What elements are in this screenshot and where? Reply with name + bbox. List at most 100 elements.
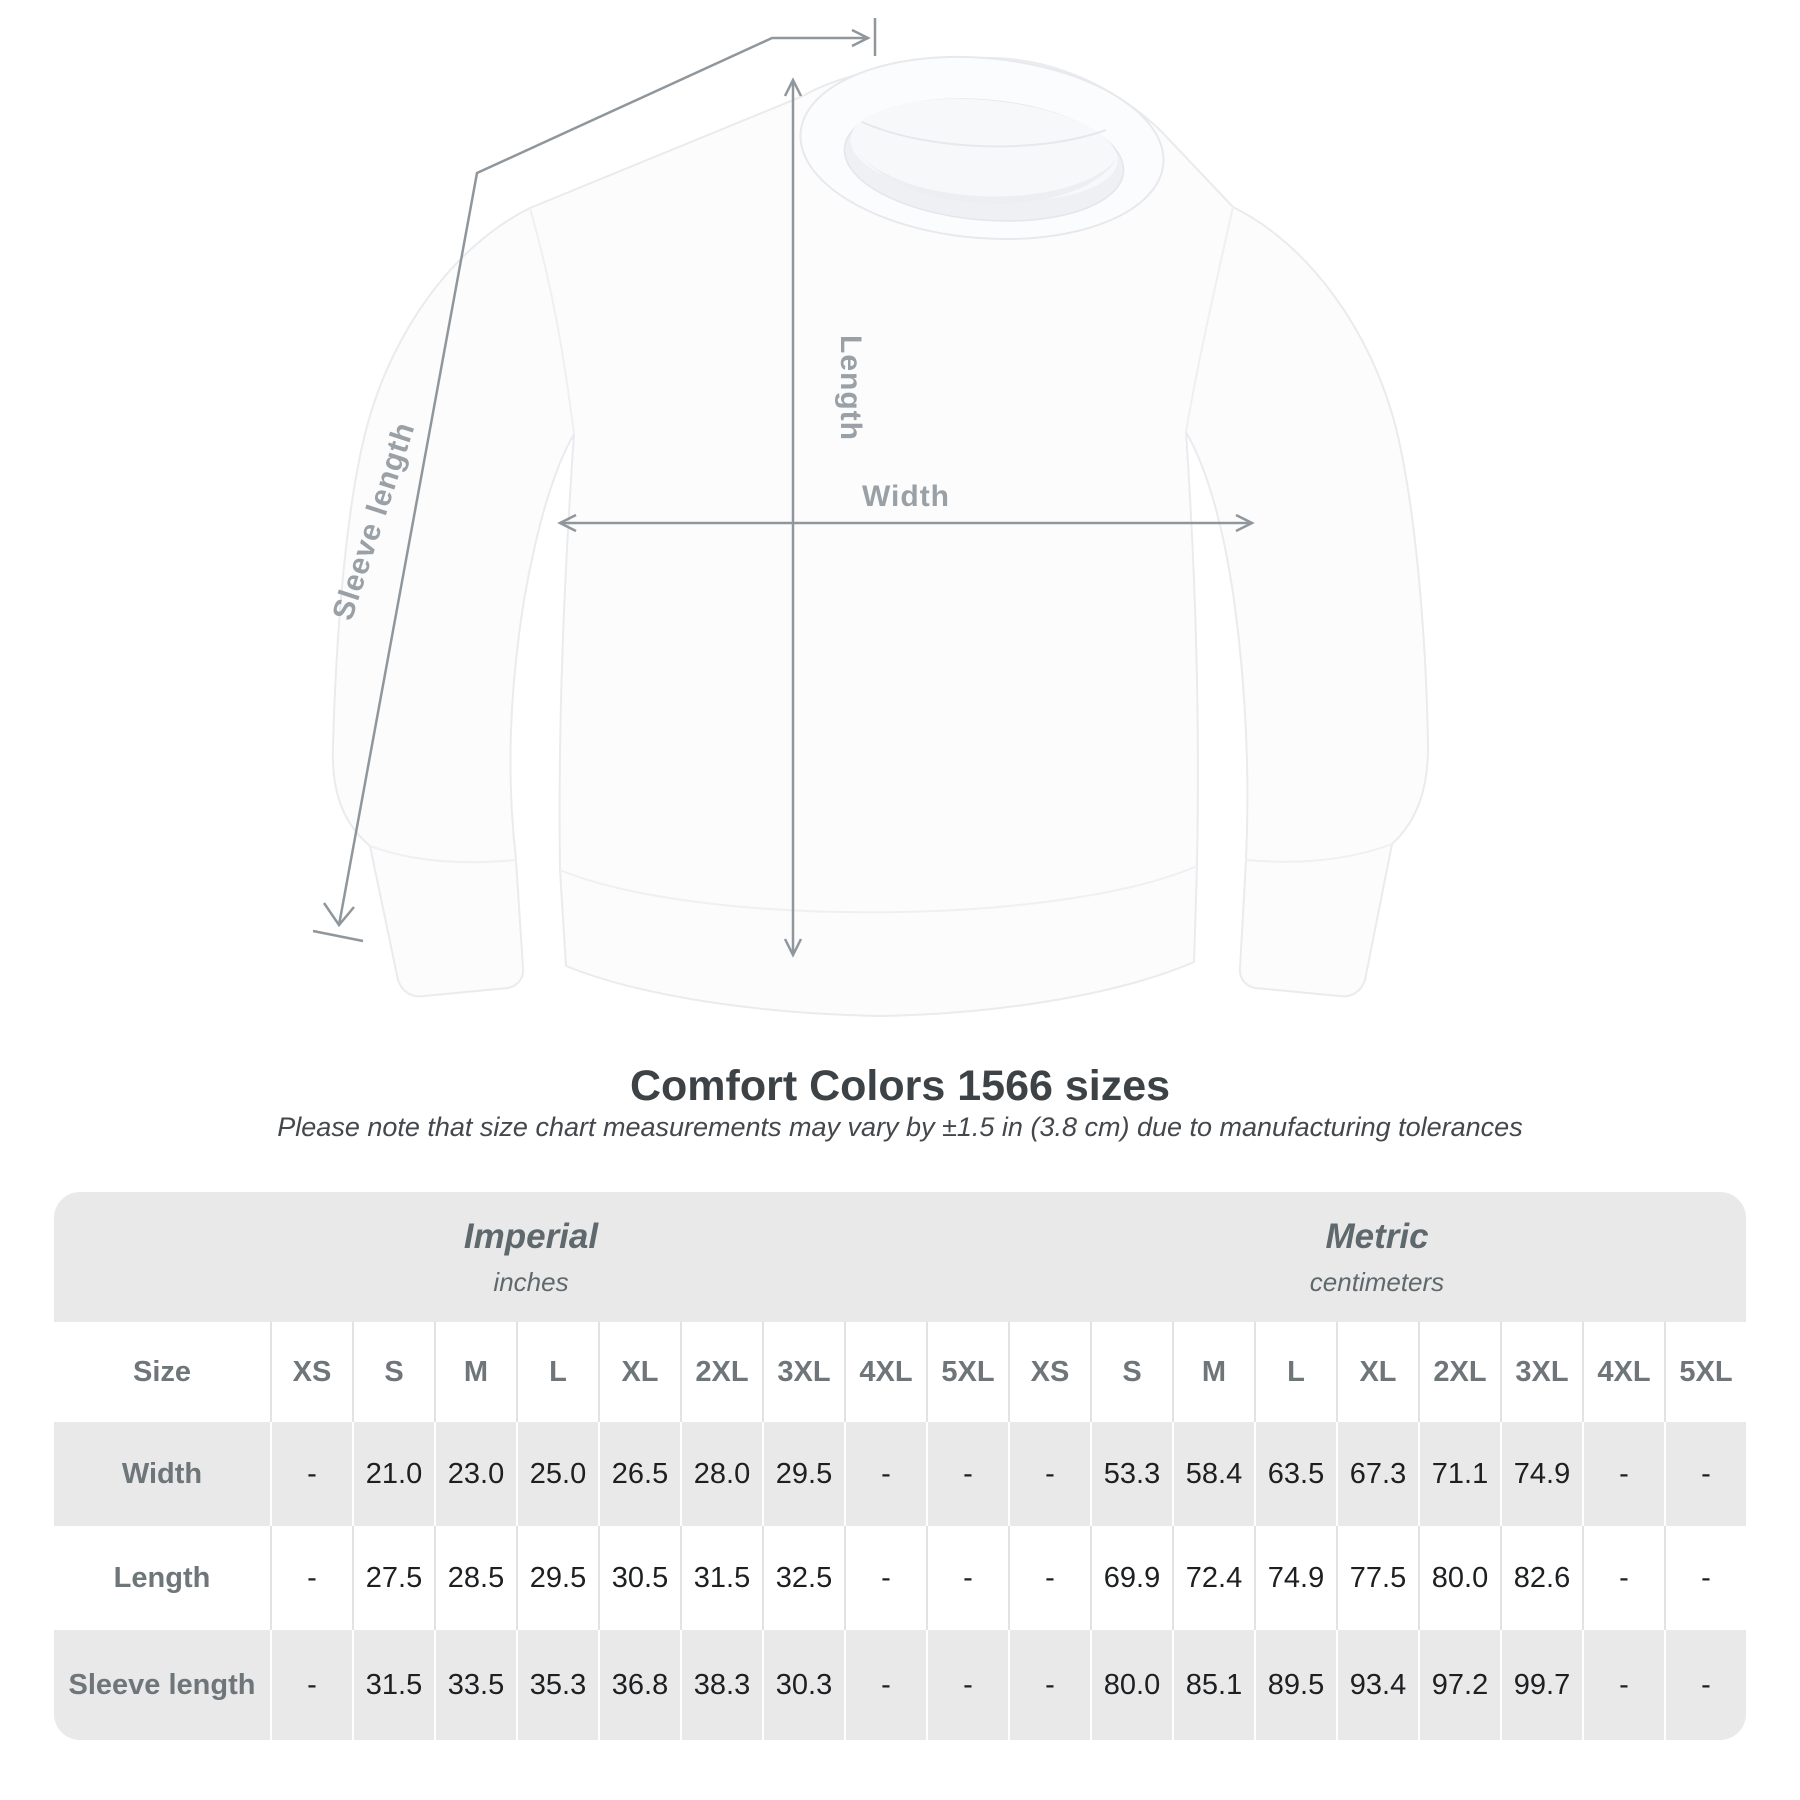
value-cell: -: [1582, 1422, 1664, 1526]
value-cell: -: [926, 1526, 1008, 1630]
value-cell: 32.5: [762, 1526, 844, 1630]
value-cell: 33.5: [434, 1630, 516, 1740]
size-header-metric: XS: [1008, 1322, 1090, 1422]
size-header-imperial: 2XL: [680, 1322, 762, 1422]
value-cell: 23.0: [434, 1422, 516, 1526]
left-cuff-seam: [369, 845, 517, 864]
value-cell: 29.5: [516, 1526, 598, 1630]
value-cell: -: [844, 1422, 926, 1526]
collar-inner-back: [850, 98, 1118, 202]
value-cell: -: [844, 1526, 926, 1630]
size-header-metric: L: [1254, 1322, 1336, 1422]
value-cell: 21.0: [352, 1422, 434, 1526]
value-cell: 72.4: [1172, 1526, 1254, 1630]
size-header-metric: 4XL: [1582, 1322, 1664, 1422]
row-label: Width: [54, 1422, 270, 1526]
value-cell: 82.6: [1500, 1526, 1582, 1630]
imperial-group-header: Imperial inches: [54, 1192, 1008, 1322]
size-header-imperial: 5XL: [926, 1322, 1008, 1422]
value-cell: -: [1008, 1422, 1090, 1526]
size-header-metric: 5XL: [1664, 1322, 1746, 1422]
value-cell: 77.5: [1336, 1526, 1418, 1630]
value-cell: 36.8: [598, 1630, 680, 1740]
value-cell: 29.5: [762, 1422, 844, 1526]
sleeve-measure-line: [312, 18, 877, 943]
size-chart-title: Comfort Colors 1566 sizes: [629, 1062, 1171, 1110]
size-header-imperial: 4XL: [844, 1322, 926, 1422]
size-header-imperial: S: [352, 1322, 434, 1422]
value-cell: -: [1008, 1526, 1090, 1630]
value-cell: 89.5: [1254, 1630, 1336, 1740]
value-cell: -: [1582, 1526, 1664, 1630]
length-label: Length: [834, 335, 867, 441]
value-cell: 53.3: [1090, 1422, 1172, 1526]
size-header-metric: XL: [1336, 1322, 1418, 1422]
size-header-metric: S: [1090, 1322, 1172, 1422]
value-cell: 38.3: [680, 1630, 762, 1740]
size-header-imperial: L: [516, 1322, 598, 1422]
size-chart-grid: Imperial inches Metric centimeters Size X…: [54, 1192, 1746, 1740]
value-cell: -: [270, 1422, 352, 1526]
imperial-group-label: Imperial: [463, 1216, 599, 1256]
row-label: Sleeve length: [54, 1630, 270, 1740]
value-cell: 71.1: [1418, 1422, 1500, 1526]
value-cell: 74.9: [1500, 1422, 1582, 1526]
value-cell: -: [1008, 1630, 1090, 1740]
value-cell: 67.3: [1336, 1422, 1418, 1526]
right-cuff-seam: [1245, 843, 1393, 863]
value-cell: 30.5: [598, 1526, 680, 1630]
left-armhole-seam: [529, 207, 575, 435]
value-cell: 80.0: [1090, 1630, 1172, 1740]
value-cell: 69.9: [1090, 1526, 1172, 1630]
size-header-imperial: M: [434, 1322, 516, 1422]
value-cell: -: [270, 1630, 352, 1740]
value-cell: 28.5: [434, 1526, 516, 1630]
value-cell: 31.5: [352, 1630, 434, 1740]
width-label: Width: [862, 480, 950, 513]
value-cell: 28.0: [680, 1422, 762, 1526]
size-column-header: Size: [54, 1322, 270, 1422]
value-cell: -: [1664, 1422, 1746, 1526]
value-cell: 30.3: [762, 1630, 844, 1740]
value-cell: 35.3: [516, 1630, 598, 1740]
value-cell: -: [926, 1630, 1008, 1740]
sweatshirt-body: [331, 56, 1430, 1017]
waistband-seam: [559, 865, 1198, 914]
value-cell: 25.0: [516, 1422, 598, 1526]
value-cell: 27.5: [352, 1526, 434, 1630]
metric-group-unit: centimeters: [1309, 1266, 1445, 1297]
row-label: Length: [54, 1526, 270, 1630]
value-cell: -: [926, 1422, 1008, 1526]
value-cell: 26.5: [598, 1422, 680, 1526]
value-cell: -: [1664, 1526, 1746, 1630]
size-header-imperial: XL: [598, 1322, 680, 1422]
value-cell: -: [1664, 1630, 1746, 1740]
value-cell: 31.5: [680, 1526, 762, 1630]
length-measure-line: [783, 77, 803, 958]
collar-inner-shadow: [856, 150, 1116, 204]
width-measure-line: [557, 513, 1255, 533]
value-cell: -: [270, 1526, 352, 1630]
value-cell: 58.4: [1172, 1422, 1254, 1526]
size-header-metric: 3XL: [1500, 1322, 1582, 1422]
sweatshirt-graphic: Length Width Sleeve length: [312, 18, 1430, 1017]
imperial-group-unit: inches: [493, 1266, 569, 1297]
size-header-metric: M: [1172, 1322, 1254, 1422]
size-chart-note: Please note that size chart measurements…: [277, 1112, 1523, 1142]
value-cell: 93.4: [1336, 1630, 1418, 1740]
metric-group-label: Metric: [1325, 1216, 1429, 1256]
value-cell: -: [844, 1630, 926, 1740]
value-cell: 63.5: [1254, 1422, 1336, 1526]
sweatshirt-measurement-diagram: Length Width Sleeve length: [312, 18, 1430, 1017]
value-cell: -: [1582, 1630, 1664, 1740]
value-cell: 80.0: [1418, 1526, 1500, 1630]
value-cell: 85.1: [1172, 1630, 1254, 1740]
value-cell: 74.9: [1254, 1526, 1336, 1630]
size-header-imperial: 3XL: [762, 1322, 844, 1422]
value-cell: 97.2: [1418, 1630, 1500, 1740]
metric-group-header: Metric centimeters: [1008, 1192, 1746, 1322]
value-cell: 99.7: [1500, 1630, 1582, 1740]
size-header-metric: 2XL: [1418, 1322, 1500, 1422]
collar-inner-seam: [861, 121, 1107, 148]
size-header-imperial: XS: [270, 1322, 352, 1422]
